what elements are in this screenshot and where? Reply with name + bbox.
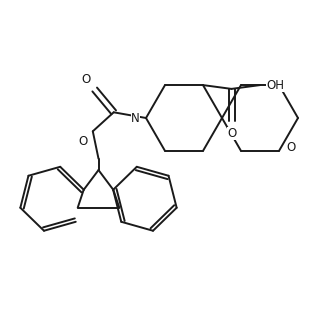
Text: O: O [81,73,91,85]
Text: O: O [286,141,295,155]
Text: O: O [78,135,88,148]
Text: OH: OH [266,79,284,92]
Text: N: N [131,111,140,124]
Text: O: O [227,127,236,140]
